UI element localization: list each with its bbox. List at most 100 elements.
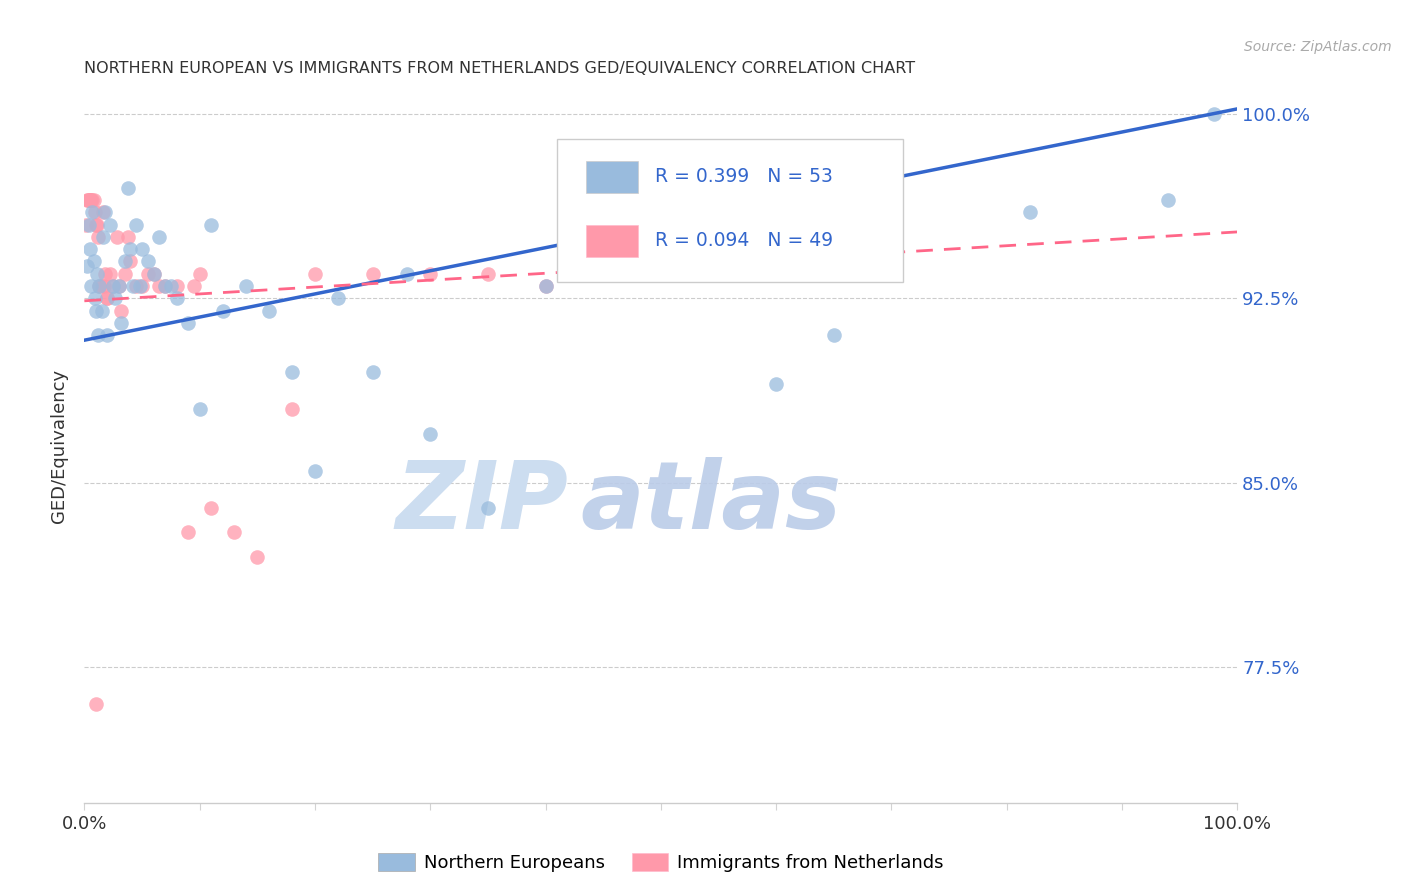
- Point: [361, 365, 384, 379]
- Point: [211, 303, 233, 318]
- Point: [82, 193, 104, 207]
- Point: [246, 549, 269, 564]
- Point: [177, 316, 200, 330]
- Point: [87, 230, 110, 244]
- Point: [80, 193, 103, 207]
- Point: [224, 525, 246, 540]
- Point: [103, 279, 124, 293]
- Point: [281, 402, 304, 417]
- FancyBboxPatch shape: [557, 139, 903, 282]
- Point: [128, 279, 150, 293]
- Point: [108, 279, 131, 293]
- Point: [77, 193, 100, 207]
- Text: Source: ZipAtlas.com: Source: ZipAtlas.com: [1244, 40, 1392, 54]
- Point: [117, 230, 139, 244]
- Point: [79, 193, 101, 207]
- Point: [91, 230, 114, 244]
- FancyBboxPatch shape: [586, 225, 638, 257]
- Point: [304, 267, 326, 281]
- Point: [131, 242, 153, 256]
- Point: [84, 303, 107, 318]
- Point: [160, 279, 183, 293]
- Point: [105, 230, 128, 244]
- Point: [89, 279, 111, 293]
- Point: [76, 260, 98, 274]
- Text: ZIP: ZIP: [395, 457, 568, 549]
- Point: [534, 279, 557, 293]
- Point: [326, 291, 349, 305]
- Point: [121, 279, 143, 293]
- Text: atlas: atlas: [581, 457, 841, 549]
- Point: [96, 291, 118, 305]
- Point: [477, 500, 499, 515]
- Point: [281, 365, 304, 379]
- Point: [166, 291, 188, 305]
- Point: [89, 279, 111, 293]
- Point: [1157, 193, 1180, 207]
- Point: [120, 242, 142, 256]
- Point: [110, 303, 132, 318]
- Point: [94, 205, 117, 219]
- Point: [361, 267, 384, 281]
- Point: [96, 291, 118, 305]
- Point: [1204, 107, 1226, 121]
- Point: [477, 267, 499, 281]
- Point: [153, 279, 176, 293]
- Point: [90, 279, 112, 293]
- Point: [76, 193, 98, 207]
- Point: [76, 193, 98, 207]
- Point: [84, 698, 107, 712]
- Point: [1018, 205, 1040, 219]
- Point: [166, 279, 188, 293]
- Point: [98, 267, 121, 281]
- Point: [104, 291, 127, 305]
- Point: [117, 180, 139, 194]
- Point: [765, 377, 787, 392]
- Point: [86, 267, 108, 281]
- Point: [650, 267, 672, 281]
- Point: [84, 218, 107, 232]
- Point: [94, 267, 117, 281]
- Point: [83, 205, 105, 219]
- Point: [108, 279, 131, 293]
- Point: [183, 279, 205, 293]
- Point: [91, 205, 114, 219]
- Point: [114, 254, 136, 268]
- Point: [87, 328, 110, 343]
- Point: [80, 279, 103, 293]
- Point: [177, 525, 200, 540]
- Legend: Northern Europeans, Immigrants from Netherlands: Northern Europeans, Immigrants from Neth…: [371, 846, 950, 880]
- Point: [90, 303, 112, 318]
- Point: [79, 242, 101, 256]
- Point: [188, 267, 211, 281]
- Point: [396, 267, 419, 281]
- Point: [188, 402, 211, 417]
- Text: R = 0.094   N = 49: R = 0.094 N = 49: [655, 231, 834, 250]
- FancyBboxPatch shape: [586, 161, 638, 193]
- Point: [79, 193, 101, 207]
- Point: [136, 267, 159, 281]
- Point: [419, 267, 441, 281]
- Point: [153, 279, 176, 293]
- Point: [103, 279, 124, 293]
- Point: [110, 316, 132, 330]
- Point: [823, 328, 845, 343]
- Point: [114, 267, 136, 281]
- Point: [75, 218, 97, 232]
- Point: [534, 279, 557, 293]
- Point: [77, 218, 100, 232]
- Point: [235, 279, 257, 293]
- Point: [120, 254, 142, 268]
- Point: [96, 328, 118, 343]
- Text: NORTHERN EUROPEAN VS IMMIGRANTS FROM NETHERLANDS GED/EQUIVALENCY CORRELATION CHA: NORTHERN EUROPEAN VS IMMIGRANTS FROM NET…: [84, 61, 915, 76]
- Point: [98, 218, 121, 232]
- Point: [136, 254, 159, 268]
- Point: [148, 230, 170, 244]
- Point: [82, 205, 104, 219]
- Point: [142, 267, 165, 281]
- Point: [125, 279, 148, 293]
- Point: [200, 500, 222, 515]
- Point: [83, 254, 105, 268]
- Text: R = 0.399   N = 53: R = 0.399 N = 53: [655, 167, 832, 186]
- Point: [125, 218, 148, 232]
